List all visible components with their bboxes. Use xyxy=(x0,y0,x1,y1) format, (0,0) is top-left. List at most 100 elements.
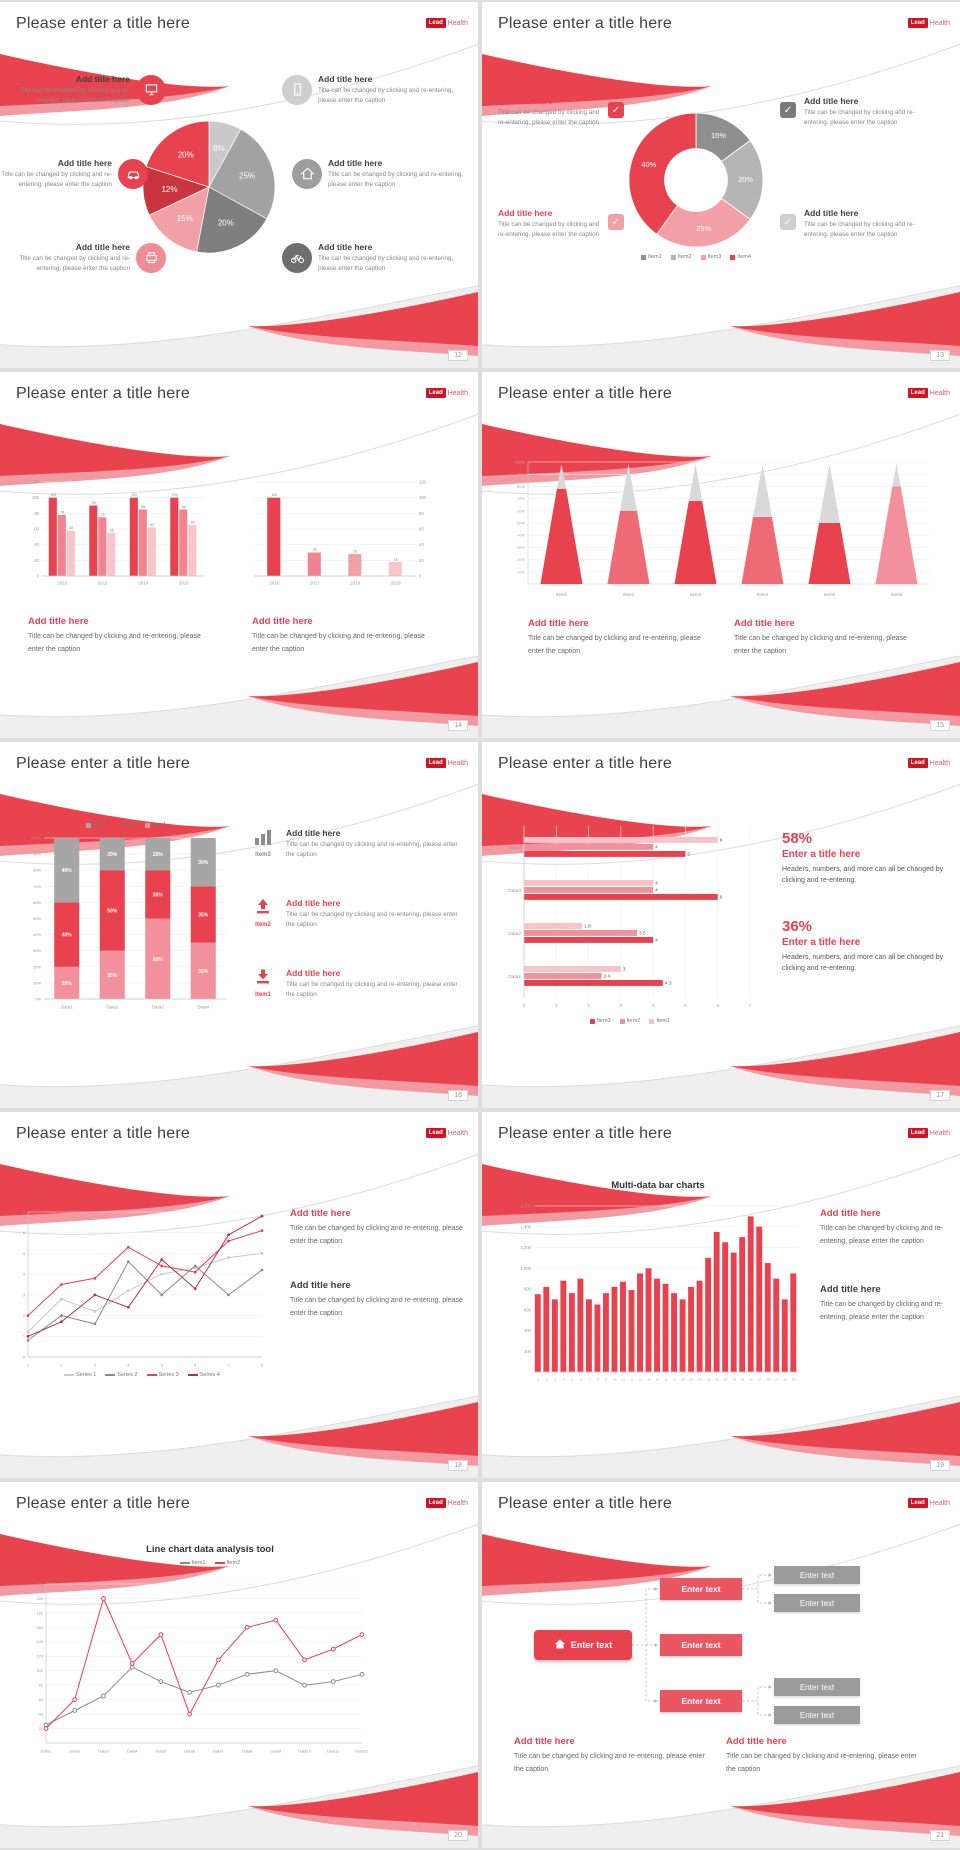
svg-text:120: 120 xyxy=(419,480,427,485)
svg-text:4: 4 xyxy=(652,1003,655,1008)
svg-text:20: 20 xyxy=(698,1378,702,1382)
svg-text:80%: 80% xyxy=(33,868,41,873)
svg-text:1: 1 xyxy=(555,1003,558,1008)
flow-node-gray[interactable]: Enter text xyxy=(774,1678,860,1696)
svg-text:55: 55 xyxy=(110,528,114,532)
legend-item: Item2 xyxy=(214,1560,240,1566)
svg-text:120: 120 xyxy=(32,480,40,485)
svg-text:35%: 35% xyxy=(198,912,209,918)
flow-node-red[interactable]: Enter text xyxy=(660,1690,742,1712)
svg-text:7: 7 xyxy=(23,1209,25,1214)
svg-text:2012: 2012 xyxy=(98,581,108,586)
svg-text:4.3: 4.3 xyxy=(665,981,672,987)
svg-text:3: 3 xyxy=(23,1292,25,1297)
svg-text:100%: 100% xyxy=(515,460,526,465)
checkbox-icon[interactable]: ✓ xyxy=(608,214,624,230)
upload-icon xyxy=(254,899,272,920)
flow-node-red[interactable]: Enter text xyxy=(660,1634,742,1656)
brand-logo: Lead Health xyxy=(425,388,468,398)
flow-node-red[interactable]: Enter text xyxy=(660,1578,742,1600)
svg-text:11: 11 xyxy=(622,1378,625,1382)
svg-text:70%: 70% xyxy=(517,496,525,501)
svg-text:23: 23 xyxy=(724,1378,728,1382)
svg-text:Data2: Data2 xyxy=(106,1005,118,1010)
checkbox-icon[interactable]: ✓ xyxy=(780,102,796,118)
svg-text:Data10: Data10 xyxy=(298,1749,312,1754)
slide-13: Please enter a title here Lead Health 15… xyxy=(482,2,960,368)
svg-text:2: 2 xyxy=(60,1363,63,1368)
svg-text:8: 8 xyxy=(261,1363,264,1368)
text-block: Add title here Title can be changed by c… xyxy=(514,1736,706,1776)
brand-logo: Lead Health xyxy=(425,1128,468,1138)
svg-text:60: 60 xyxy=(39,1697,44,1702)
legend-item: Item4 xyxy=(730,254,751,260)
legend-item: Item3 xyxy=(589,1018,611,1024)
slide-16: Please enter a title here Lead Health It… xyxy=(0,742,478,1108)
home-node-button[interactable]: Enter text xyxy=(534,1630,632,1660)
checkbox-icon[interactable]: ✓ xyxy=(608,102,624,118)
svg-text:100: 100 xyxy=(131,493,137,497)
bicycle-icon xyxy=(282,242,312,273)
svg-text:30%: 30% xyxy=(517,545,525,550)
svg-text:1,400: 1,400 xyxy=(521,1224,532,1229)
text-block-title: Add title here xyxy=(28,616,89,627)
svg-text:5: 5 xyxy=(161,1363,164,1368)
text-block-title: Add title here xyxy=(514,1736,575,1747)
svg-text:Data6: Data6 xyxy=(184,1749,195,1754)
legend-item: Item2 xyxy=(619,1018,640,1024)
svg-text:40: 40 xyxy=(39,1711,44,1716)
flow-node-gray[interactable]: Enter text xyxy=(774,1566,860,1584)
feature-item: Item2 Add title here Title can be changed… xyxy=(248,898,464,930)
svg-text:40: 40 xyxy=(419,542,424,547)
svg-text:6: 6 xyxy=(717,1003,720,1008)
logo-text: Health xyxy=(447,1129,468,1137)
svg-text:50%: 50% xyxy=(33,916,41,921)
svg-text:Data5: Data5 xyxy=(156,1749,167,1754)
legend-swatch xyxy=(670,254,676,260)
svg-text:Data7: Data7 xyxy=(213,1749,224,1754)
legend-swatch xyxy=(64,1374,75,1376)
svg-text:85: 85 xyxy=(141,505,145,509)
svg-text:7: 7 xyxy=(749,1003,752,1008)
svg-text:30%: 30% xyxy=(107,973,118,979)
slide-12: Please enter a title here Lead Health 8%… xyxy=(0,2,478,368)
legend-swatch xyxy=(730,254,736,260)
legend-swatch xyxy=(589,1018,595,1024)
feature-title: Add title here xyxy=(286,968,341,978)
svg-text:0: 0 xyxy=(523,1003,526,1008)
svg-text:6: 6 xyxy=(720,838,723,844)
svg-text:4: 4 xyxy=(655,845,658,851)
svg-text:3: 3 xyxy=(554,1378,556,1382)
legend-item: Item3 xyxy=(85,822,107,828)
callout-title: Add title here xyxy=(328,158,383,168)
svg-text:Data9: Data9 xyxy=(270,1749,281,1754)
svg-text:220: 220 xyxy=(37,1581,44,1586)
svg-text:25: 25 xyxy=(741,1378,745,1382)
page-number: 18 xyxy=(448,1460,468,1471)
bottom-swoosh-decoration xyxy=(482,285,960,368)
svg-text:40%: 40% xyxy=(62,933,73,939)
stat-title: Enter a title here xyxy=(782,937,861,948)
svg-text:12%: 12% xyxy=(161,185,177,194)
svg-text:400: 400 xyxy=(524,1328,532,1333)
logo-mark: Lead xyxy=(425,758,446,768)
svg-text:Data4: Data4 xyxy=(127,1749,138,1754)
text-block: Add title here Title can be changed by c… xyxy=(734,618,924,658)
flow-node-gray[interactable]: Enter text xyxy=(774,1706,860,1724)
legend-swatch xyxy=(115,822,121,828)
svg-text:Data2: Data2 xyxy=(508,931,521,937)
bottom-swoosh-decoration xyxy=(0,1025,478,1108)
flow-node-gray[interactable]: Enter text xyxy=(774,1594,860,1612)
callout-title: Add title here xyxy=(804,208,859,218)
svg-text:2: 2 xyxy=(587,1003,590,1008)
bottom-swoosh-decoration xyxy=(0,1395,478,1478)
svg-text:30%: 30% xyxy=(33,948,41,953)
svg-text:25%: 25% xyxy=(696,224,711,233)
svg-text:18: 18 xyxy=(394,557,398,561)
svg-text:20: 20 xyxy=(34,558,39,563)
checkbox-icon[interactable]: ✓ xyxy=(780,214,796,230)
svg-text:20: 20 xyxy=(39,1726,44,1731)
